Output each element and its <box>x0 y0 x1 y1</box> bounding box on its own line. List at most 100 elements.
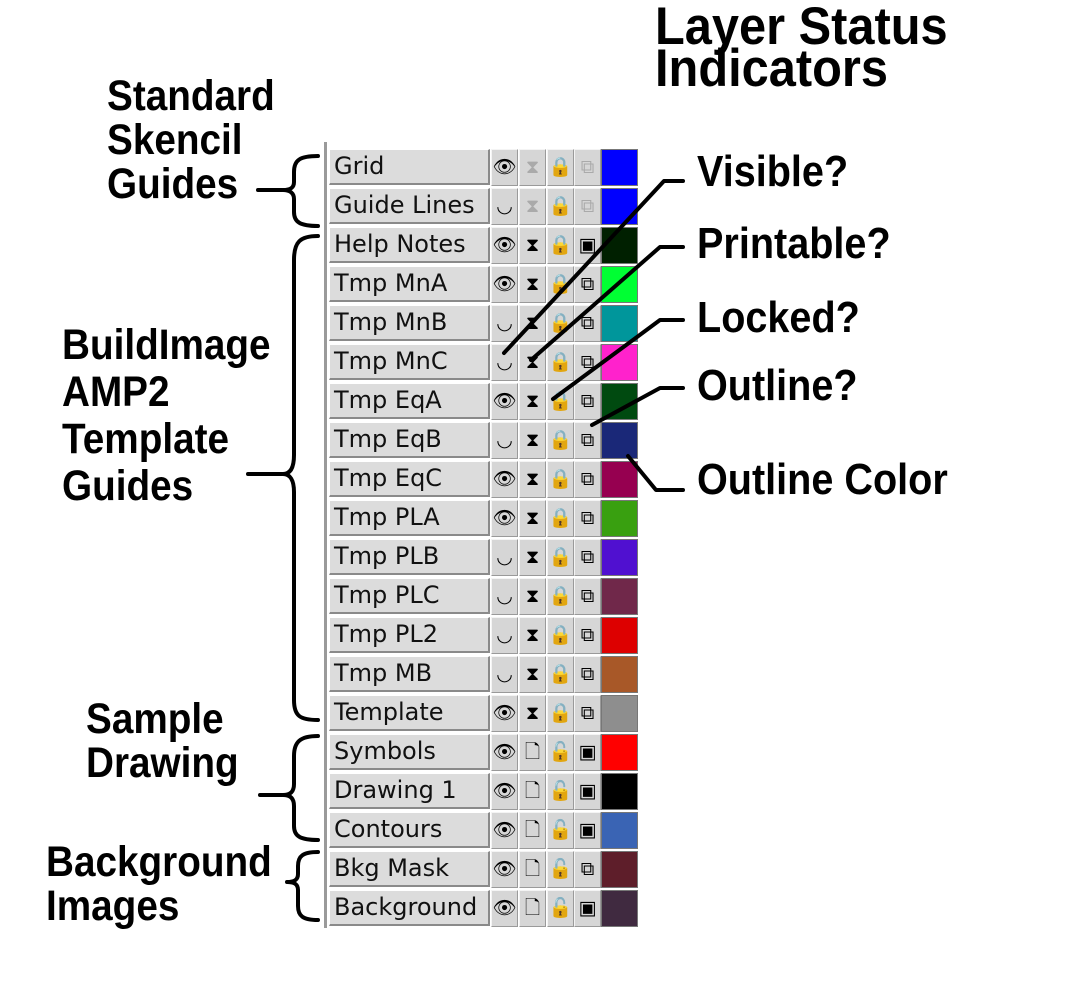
outline-color-swatch[interactable] <box>601 500 638 537</box>
filled-icon[interactable]: ▣ <box>574 227 601 264</box>
outline-color-swatch[interactable] <box>601 188 638 225</box>
unlocked-padlock-icon[interactable]: 🔓 <box>547 890 574 927</box>
layer-name-button[interactable]: Drawing 1 <box>329 773 490 809</box>
eye-icon[interactable]: 👁 <box>491 461 518 498</box>
crossed-page-icon[interactable]: ⧗ <box>519 422 546 459</box>
layer-row[interactable]: Background 👁 🗋 🔓 ▣ <box>329 889 638 928</box>
outline-color-swatch[interactable] <box>601 149 638 186</box>
layer-name-button[interactable]: Tmp PLC <box>329 578 490 614</box>
outline-icon[interactable]: ⧉ <box>574 383 601 420</box>
layer-name-button[interactable]: Tmp EqB <box>329 422 490 458</box>
layer-name-button[interactable]: Tmp EqA <box>329 383 490 419</box>
locked-padlock-icon[interactable]: 🔒 <box>547 461 574 498</box>
outline-color-swatch[interactable] <box>601 773 638 810</box>
layer-row[interactable]: Tmp MB ◡ ⧗ 🔒 ⧉ <box>329 655 638 694</box>
layer-name-button[interactable]: Contours <box>329 812 490 848</box>
crossed-page-icon[interactable]: ⧗ <box>519 656 546 693</box>
layer-row[interactable]: Tmp PLA 👁 ⧗ 🔒 ⧉ <box>329 499 638 538</box>
unlocked-padlock-icon[interactable]: 🔓 <box>547 851 574 888</box>
layer-row[interactable]: Template 👁 ⧗ 🔒 ⧉ <box>329 694 638 733</box>
eye-icon[interactable]: 👁 <box>491 695 518 732</box>
outline-color-swatch[interactable] <box>601 890 638 927</box>
outline-icon[interactable]: ⧉ <box>574 266 601 303</box>
filled-icon[interactable]: ▣ <box>574 773 601 810</box>
layer-row[interactable]: Help Notes 👁 ⧗ 🔒 ▣ <box>329 226 638 265</box>
outline-icon[interactable]: ⧉ <box>574 500 601 537</box>
layer-name-button[interactable]: Tmp MnC <box>329 344 490 380</box>
outline-color-swatch[interactable] <box>601 305 638 342</box>
outline-icon[interactable]: ⧉ <box>574 851 601 888</box>
outline-icon[interactable]: ⧉ <box>574 422 601 459</box>
closed-eye-icon[interactable]: ◡ <box>491 539 518 576</box>
layer-row[interactable]: Guide Lines ◡ ⧗ 🔒 ⧉ <box>329 187 638 226</box>
outline-icon[interactable]: ⧉ <box>574 461 601 498</box>
closed-eye-icon[interactable]: ◡ <box>491 617 518 654</box>
outline-icon[interactable]: ⧉ <box>574 149 601 186</box>
layer-name-button[interactable]: Background <box>329 890 490 926</box>
locked-padlock-icon[interactable]: 🔒 <box>547 500 574 537</box>
eye-icon[interactable]: 👁 <box>491 851 518 888</box>
outline-icon[interactable]: ⧉ <box>574 578 601 615</box>
locked-padlock-icon[interactable]: 🔒 <box>547 539 574 576</box>
closed-eye-icon[interactable]: ◡ <box>491 188 518 225</box>
page-icon[interactable]: 🗋 <box>519 812 546 849</box>
locked-padlock-icon[interactable]: 🔒 <box>547 149 574 186</box>
outline-color-swatch[interactable] <box>601 539 638 576</box>
page-icon[interactable]: 🗋 <box>519 773 546 810</box>
outline-color-swatch[interactable] <box>601 812 638 849</box>
crossed-page-icon[interactable]: ⧗ <box>519 149 546 186</box>
eye-icon[interactable]: 👁 <box>491 773 518 810</box>
layer-name-button[interactable]: Help Notes <box>329 227 490 263</box>
layer-row[interactable]: Tmp EqC 👁 ⧗ 🔒 ⧉ <box>329 460 638 499</box>
eye-icon[interactable]: 👁 <box>491 890 518 927</box>
eye-icon[interactable]: 👁 <box>491 812 518 849</box>
layer-name-button[interactable]: Symbols <box>329 734 490 770</box>
unlocked-padlock-icon[interactable]: 🔓 <box>547 773 574 810</box>
layer-row[interactable]: Tmp EqA 👁 ⧗ 🔒 ⧉ <box>329 382 638 421</box>
layer-name-button[interactable]: Template <box>329 695 490 731</box>
crossed-page-icon[interactable]: ⧗ <box>519 227 546 264</box>
layer-row[interactable]: Tmp PL2 ◡ ⧗ 🔒 ⧉ <box>329 616 638 655</box>
eye-icon[interactable]: 👁 <box>491 383 518 420</box>
eye-icon[interactable]: 👁 <box>491 227 518 264</box>
layer-name-button[interactable]: Guide Lines <box>329 188 490 224</box>
layer-row[interactable]: Contours 👁 🗋 🔓 ▣ <box>329 811 638 850</box>
filled-icon[interactable]: ▣ <box>574 734 601 771</box>
closed-eye-icon[interactable]: ◡ <box>491 344 518 381</box>
layer-row[interactable]: Bkg Mask 👁 🗋 🔓 ⧉ <box>329 850 638 889</box>
crossed-page-icon[interactable]: ⧗ <box>519 539 546 576</box>
outline-icon[interactable]: ⧉ <box>574 539 601 576</box>
layer-name-button[interactable]: Grid <box>329 149 490 185</box>
layer-name-button[interactable]: Tmp MB <box>329 656 490 692</box>
outline-color-swatch[interactable] <box>601 461 638 498</box>
locked-padlock-icon[interactable]: 🔒 <box>547 617 574 654</box>
locked-padlock-icon[interactable]: 🔒 <box>547 227 574 264</box>
locked-padlock-icon[interactable]: 🔒 <box>547 188 574 225</box>
outline-icon[interactable]: ⧉ <box>574 188 601 225</box>
layer-name-button[interactable]: Tmp PL2 <box>329 617 490 653</box>
crossed-page-icon[interactable]: ⧗ <box>519 695 546 732</box>
page-icon[interactable]: 🗋 <box>519 734 546 771</box>
layer-row[interactable]: Tmp MnA 👁 ⧗ 🔒 ⧉ <box>329 265 638 304</box>
eye-icon[interactable]: 👁 <box>491 266 518 303</box>
layer-row[interactable]: Tmp PLB ◡ ⧗ 🔒 ⧉ <box>329 538 638 577</box>
layer-name-button[interactable]: Tmp MnB <box>329 305 490 341</box>
eye-icon[interactable]: 👁 <box>491 500 518 537</box>
crossed-page-icon[interactable]: ⧗ <box>519 188 546 225</box>
closed-eye-icon[interactable]: ◡ <box>491 305 518 342</box>
crossed-page-icon[interactable]: ⧗ <box>519 617 546 654</box>
layer-name-button[interactable]: Tmp PLA <box>329 500 490 536</box>
layer-row[interactable]: Symbols 👁 🗋 🔓 ▣ <box>329 733 638 772</box>
outline-icon[interactable]: ⧉ <box>574 656 601 693</box>
crossed-page-icon[interactable]: ⧗ <box>519 461 546 498</box>
filled-icon[interactable]: ▣ <box>574 890 601 927</box>
outline-icon[interactable]: ⧉ <box>574 695 601 732</box>
outline-color-swatch[interactable] <box>601 422 638 459</box>
locked-padlock-icon[interactable]: 🔒 <box>547 656 574 693</box>
layer-row[interactable]: Tmp EqB ◡ ⧗ 🔒 ⧉ <box>329 421 638 460</box>
locked-padlock-icon[interactable]: 🔒 <box>547 578 574 615</box>
outline-color-swatch[interactable] <box>601 617 638 654</box>
eye-icon[interactable]: 👁 <box>491 149 518 186</box>
filled-icon[interactable]: ▣ <box>574 812 601 849</box>
locked-padlock-icon[interactable]: 🔒 <box>547 344 574 381</box>
